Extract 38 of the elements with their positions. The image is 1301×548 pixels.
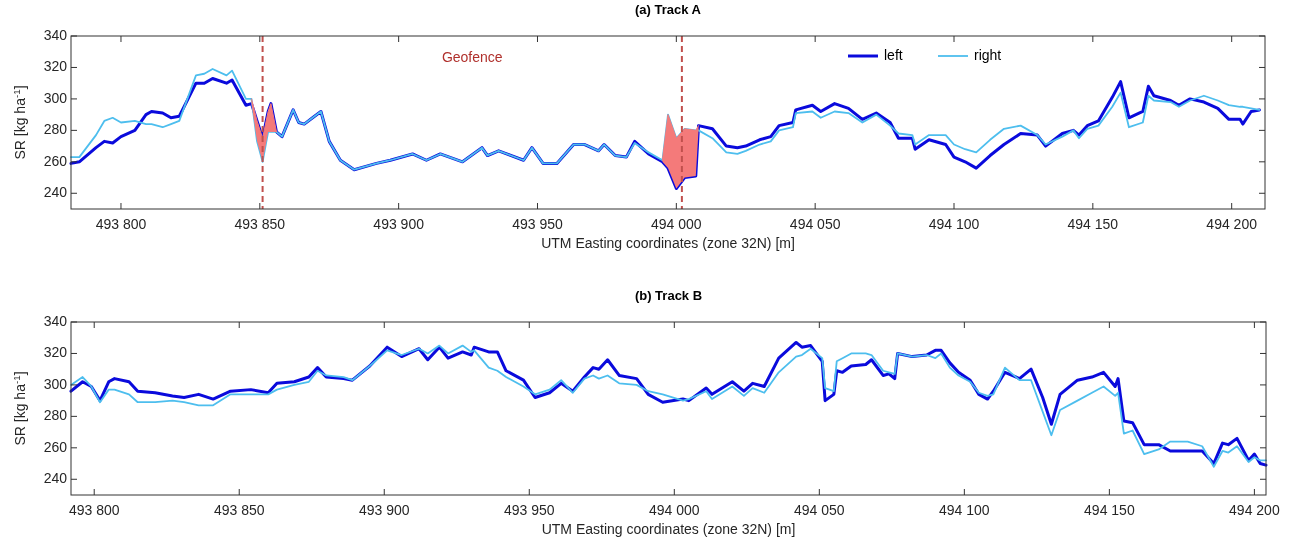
y-tick-label: 300 (43, 375, 68, 392)
x-tick-label: 494 200 (1229, 502, 1280, 518)
y-tick-label: 340 (43, 312, 68, 329)
x-tick-label: 493 850 (234, 216, 286, 232)
x-tick-label: 493 900 (373, 216, 425, 232)
y-tick-label: 260 (43, 438, 68, 455)
line-series (70, 68, 1261, 171)
x-tick-label: 494 100 (939, 502, 990, 518)
x-tick-label: 493 850 (213, 502, 265, 518)
chart-title: (a) Track A (635, 2, 702, 17)
x-tick-label: 494 050 (794, 502, 845, 518)
y-tick-label: 300 (43, 89, 68, 106)
x-tick-label: 494 100 (928, 216, 980, 232)
x-tick-label: 493 900 (358, 502, 410, 518)
y-tick-label: 320 (43, 344, 68, 361)
x-tick-label: 493 950 (503, 502, 555, 518)
chart-title: (b) Track B (634, 288, 703, 303)
x-tick-label: 493 950 (512, 216, 564, 232)
y-tick-label: 280 (43, 121, 68, 138)
y-tick-label: 340 (43, 26, 68, 43)
y-tick-label: 260 (43, 152, 68, 169)
y-tick-label: 240 (43, 183, 68, 200)
x-tick-label: 493 800 (95, 216, 147, 232)
x-axis-title: UTM Easting coordinates (zone 32N) [m] (541, 235, 795, 251)
x-tick-label: 494 000 (651, 216, 702, 232)
y-tick-label: 280 (43, 407, 68, 424)
y-tick-label: 240 (43, 469, 68, 486)
legend-label: left (884, 46, 903, 63)
x-tick-label: 493 800 (68, 502, 120, 518)
x-tick-label: 494 150 (1067, 216, 1119, 232)
legend-label: right (974, 46, 1002, 63)
x-tick-label: 494 000 (649, 502, 700, 518)
y-tick-label: 320 (43, 58, 68, 75)
x-tick-label: 494 200 (1206, 216, 1258, 232)
x-tick-label: 494 050 (789, 216, 841, 232)
x-axis-title: UTM Easting coordinates (zone 32N) [m] (541, 521, 796, 537)
annotation: Geofence (441, 48, 503, 65)
x-tick-label: 494 150 (1084, 502, 1135, 518)
